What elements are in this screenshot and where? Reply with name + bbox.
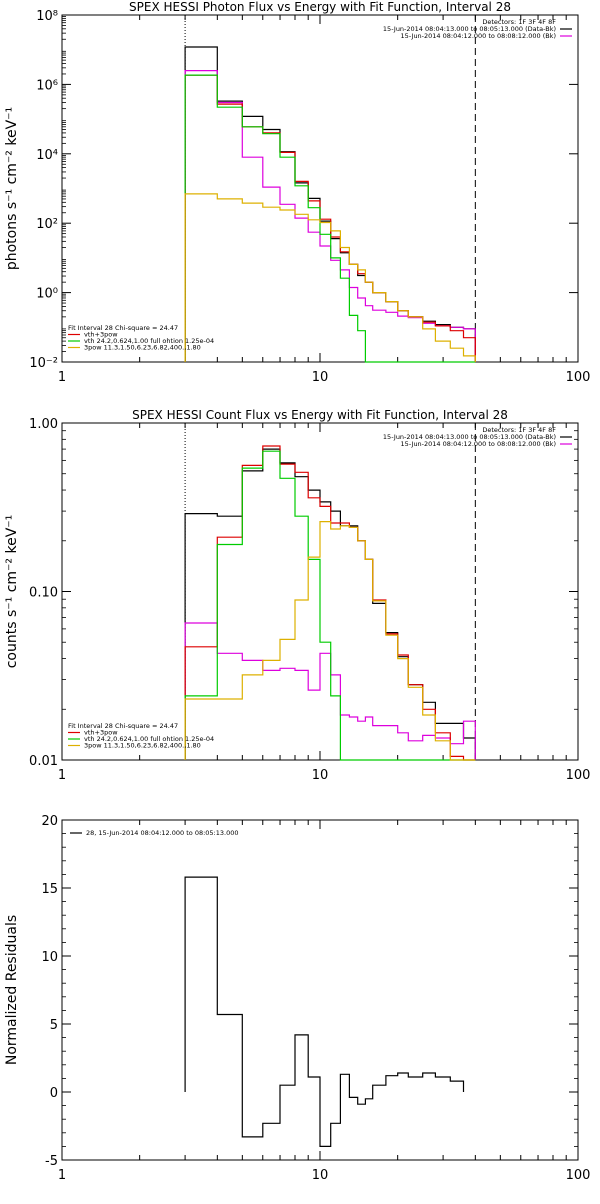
series-3pow-line: [184, 193, 476, 362]
series-3pow-line: [184, 521, 476, 761]
y-tick-label: -5: [45, 1154, 58, 1169]
legend-entry: 3pow 11.3,1.50,6.23,6.82,400.,1.80: [84, 344, 201, 352]
y-tick-label: 10⁸: [36, 9, 58, 24]
y-tick-label: 10⁴: [36, 148, 58, 163]
series-data-bk-line: [184, 448, 476, 760]
legend-entry: Detectors: 1F 3F 4F 8F: [482, 426, 556, 434]
x-tick-label: 1: [58, 768, 66, 783]
y-tick-label: 20: [41, 814, 58, 829]
legend-entry: 3pow 11.3,1.50,6.23,6.82,400.,1.80: [84, 742, 201, 750]
legend-entry: vth+3pow: [84, 729, 118, 737]
x-tick-label: 100: [566, 1168, 591, 1183]
plot-frame: [61, 14, 579, 363]
x-tick-label: 10: [312, 1168, 329, 1183]
y-tick-label: 1.00: [29, 417, 58, 432]
count-flux-plot: SPEX HESSI Count Flux vs Energy with Fit…: [4, 408, 590, 783]
series-vth-3pow-line: [184, 445, 476, 761]
photon-flux-plot: SPEX HESSI Photon Flux vs Energy with Fi…: [4, 0, 590, 385]
y-tick-label: 10²: [36, 217, 58, 232]
y-axis-label: Normalized Residuals: [4, 915, 20, 1065]
x-tick-label: 100: [566, 768, 591, 783]
legend-entry: 15-Jun-2014 08:04:13.000 to 08:05:13.000…: [383, 25, 556, 33]
y-tick-label: 10⁶: [36, 78, 58, 93]
x-tick-label: 1: [58, 370, 66, 385]
residuals-plot: Normalized Residuals 1 10 100 -5 0 5 10 15 20 28, …: [4, 814, 590, 1183]
series-28-line: [184, 876, 465, 1147]
plot-title: SPEX HESSI Photon Flux vs Energy with Fi…: [129, 0, 511, 14]
y-axis-label: photons s⁻¹ cm⁻² keV⁻¹: [4, 107, 20, 270]
legend-entry: Detectors: 1F 3F 4F 8F: [482, 18, 556, 26]
y-tick-label: 10: [41, 950, 58, 965]
x-tick-label: 10: [312, 370, 329, 385]
legend-entry: vth 24.2,0.624,1.00 full ohtion 1.25e-04: [84, 337, 214, 345]
x-tick-label: 100: [566, 370, 591, 385]
y-tick-label: 10⁰: [36, 287, 58, 302]
y-tick-label: 15: [41, 882, 58, 897]
legend-entry: Fit Interval 28 Chi-square = 24.47: [68, 722, 178, 730]
y-tick-label: 0: [50, 1086, 58, 1101]
x-tick-label: 10: [312, 768, 329, 783]
plot-title: SPEX HESSI Count Flux vs Energy with Fit…: [132, 408, 508, 422]
series-bk-line: [184, 70, 476, 362]
y-tick-label: 5: [50, 1018, 58, 1033]
series-vth-line: [184, 450, 476, 761]
series-vth-3pow-line: [184, 74, 476, 362]
series-vth-line: [184, 74, 476, 363]
y-tick-label: 0.10: [29, 586, 58, 601]
y-axis-label: counts s⁻¹ cm⁻² keV⁻¹: [4, 515, 20, 669]
y-tick-label: 10⁻²: [29, 356, 58, 371]
legend-entry: 15-Jun-2014 08:04:12.000 to 08:08:12.000…: [401, 32, 556, 40]
x-tick-label: 1: [58, 1168, 66, 1183]
series-data-bk-line: [184, 46, 476, 362]
legend-entry: 15-Jun-2014 08:04:13.000 to 08:05:13.000…: [383, 433, 556, 441]
y-tick-label: 0.01: [29, 754, 58, 769]
legend-entry: 15-Jun-2014 08:04:12.000 to 08:08:12.000…: [401, 440, 556, 448]
legend-entry: 28, 15-Jun-2014 08:04:12.000 to 08:05:13…: [86, 829, 238, 837]
legend-entry: vth+3pow: [84, 331, 118, 339]
legend-entry: vth 24.2,0.624,1.00 full ohtion 1.25e-04: [84, 735, 214, 743]
legend-entry: Fit Interval 28 Chi-square = 24.47: [68, 324, 178, 332]
